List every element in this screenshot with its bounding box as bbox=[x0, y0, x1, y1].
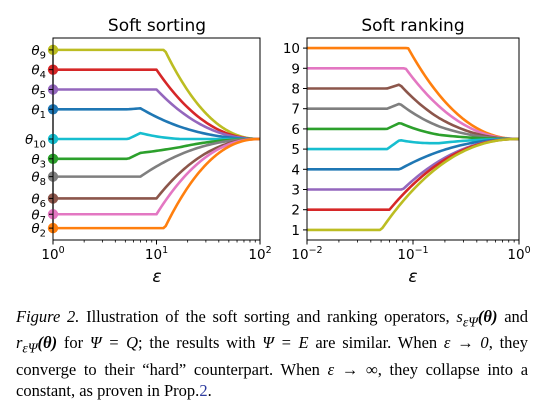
series-line-5 bbox=[307, 121, 519, 141]
x-tick-label: 101 bbox=[145, 245, 168, 263]
caption-math-r: rεΨ(θ) bbox=[16, 333, 58, 356]
caption-text: Illustration of the soft sorting and ran… bbox=[79, 307, 457, 326]
y-tick-label: 8 bbox=[291, 82, 300, 98]
soft-ranking-y-ticks: 1 2 3 4 5 6 7 8 9 10 bbox=[283, 41, 307, 239]
x-tick-label: 100 bbox=[41, 245, 64, 263]
y-tick-label: 6 bbox=[291, 122, 300, 138]
series-line-8 bbox=[53, 137, 260, 200]
y-tick-label: θ7 bbox=[31, 207, 46, 226]
soft-sorting-x-ticks: 100 101 102 bbox=[41, 240, 272, 263]
soft-sorting-title: Soft sorting bbox=[108, 16, 206, 36]
series-line-7 bbox=[53, 137, 260, 178]
y-tick-label: θ9 bbox=[31, 43, 46, 62]
soft-ranking-panel: Soft ranking 1 2 3 4 5 6 7 8 9 10 10−2 10−1 100 ε bbox=[283, 16, 531, 287]
y-tick-label: 9 bbox=[291, 61, 300, 77]
series-line-3 bbox=[307, 83, 519, 141]
y-tick-label: θ8 bbox=[31, 170, 46, 189]
caption-text: , they converge to their “hard” counterp… bbox=[16, 333, 528, 379]
soft-ranking-x-ticks: 10−2 10−1 100 bbox=[291, 240, 531, 263]
series-line-4 bbox=[53, 107, 260, 141]
series-line-1 bbox=[53, 48, 260, 141]
series-line-8 bbox=[307, 137, 519, 191]
x-tick-label: 10−1 bbox=[397, 245, 428, 263]
y-tick-label: 2 bbox=[291, 203, 300, 219]
caption-text: . bbox=[207, 380, 212, 400]
y-tick-label: θ3 bbox=[31, 152, 46, 171]
caption-text: are similar. When bbox=[308, 333, 444, 353]
series-lines bbox=[307, 46, 519, 232]
series-line-1 bbox=[307, 46, 519, 141]
series-line-2 bbox=[307, 67, 519, 141]
series-line-4 bbox=[307, 102, 519, 141]
caption-math-psi-e: Ψ = E bbox=[262, 333, 309, 353]
series-line-10 bbox=[53, 137, 260, 230]
figure-label: Figure 2. bbox=[16, 307, 80, 326]
x-tick-label: 102 bbox=[248, 245, 271, 263]
caption-text: and bbox=[497, 307, 529, 326]
y-tick-label: θ4 bbox=[31, 63, 46, 82]
figure-caption: Figure 2. Illustration of the soft sorti… bbox=[16, 306, 528, 401]
y-tick-label: θ5 bbox=[31, 82, 46, 101]
y-tick-label: 1 bbox=[291, 223, 300, 239]
y-tick-label: θ10 bbox=[25, 132, 46, 151]
caption-text: , they collapse into a constant, as prov… bbox=[16, 359, 529, 400]
series-lines bbox=[53, 48, 260, 230]
y-tick-label: 5 bbox=[291, 142, 300, 158]
caption-math-eps-zero: ε → 0 bbox=[443, 333, 489, 353]
caption-math-psi-q: Ψ = Q bbox=[89, 333, 139, 353]
y-tick-label: θ1 bbox=[31, 102, 46, 121]
y-tick-label: 10 bbox=[283, 41, 300, 57]
soft-sorting-x-label: ε bbox=[152, 267, 161, 287]
y-tick-label: 3 bbox=[291, 183, 300, 199]
x-tick-label: 10−2 bbox=[291, 245, 322, 263]
caption-math-s: sεΨ(θ) bbox=[456, 307, 498, 330]
y-tick-label: 7 bbox=[291, 102, 300, 118]
x-tick-label: 100 bbox=[507, 245, 530, 263]
y-tick-label: θ6 bbox=[31, 191, 46, 210]
series-line-9 bbox=[53, 137, 260, 216]
soft-ranking-title: Soft ranking bbox=[361, 16, 464, 36]
series-line-7 bbox=[307, 137, 519, 171]
prop-reference-link[interactable]: 2 bbox=[199, 380, 208, 400]
caption-math-eps-inf: ε → ∞ bbox=[327, 359, 378, 379]
caption-text: for bbox=[57, 333, 90, 353]
caption-text: ; the results with bbox=[138, 333, 263, 353]
series-line-6 bbox=[307, 137, 519, 151]
soft-ranking-x-label: ε bbox=[408, 267, 417, 287]
series-line-3 bbox=[53, 88, 260, 141]
y-tick-label: 4 bbox=[291, 162, 300, 178]
series-line-10 bbox=[307, 137, 519, 232]
y-tick-label: θ2 bbox=[31, 221, 46, 240]
series-line-2 bbox=[53, 68, 260, 141]
